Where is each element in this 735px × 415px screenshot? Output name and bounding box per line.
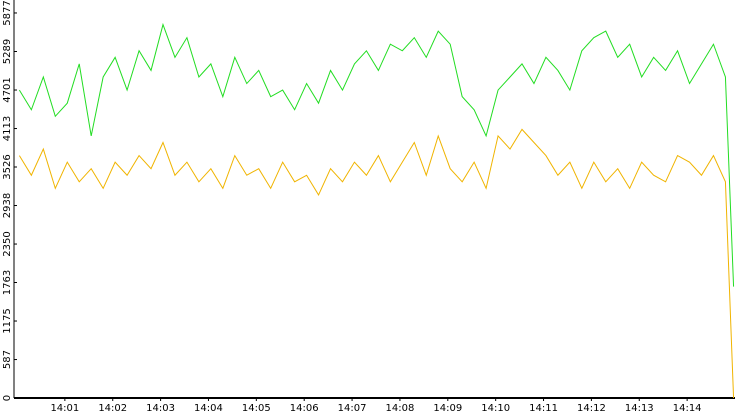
y-tick-label: 5289 (2, 39, 13, 64)
x-tick-label: 14:06 (290, 403, 319, 414)
y-tick-label: 4701 (2, 77, 13, 102)
series-line (18, 128, 735, 399)
x-tick-label: 14:09 (433, 403, 462, 414)
y-tick-label: 0 (2, 395, 13, 401)
x-tick-label: 14:03 (146, 403, 175, 414)
x-tick-label: 14:13 (625, 403, 654, 414)
y-tick-label: 4113 (2, 116, 13, 141)
x-tick-label: 14:11 (529, 403, 558, 414)
x-tick-label: 14:04 (194, 403, 223, 414)
y-tick-label: 3526 (2, 154, 13, 179)
x-tick-label: 14:14 (673, 403, 702, 414)
y-tick-label: 5877 (2, 0, 13, 25)
y-tick-label: 1175 (2, 308, 13, 333)
y-tick-label: 2350 (2, 231, 13, 256)
x-tick-label: 14:12 (577, 403, 606, 414)
x-tick-label: 14:07 (338, 403, 367, 414)
y-tick-label: 1763 (2, 270, 13, 295)
series-line (18, 22, 735, 287)
x-tick-label: 14:08 (386, 403, 415, 414)
y-tick-label: 587 (2, 350, 13, 369)
x-tick-label: 14:05 (242, 403, 271, 414)
x-tick-label: 14:02 (98, 403, 127, 414)
x-tick-label: 14:01 (50, 403, 79, 414)
x-tick-label: 14:10 (481, 403, 510, 414)
y-tick-label: 2938 (2, 193, 13, 218)
